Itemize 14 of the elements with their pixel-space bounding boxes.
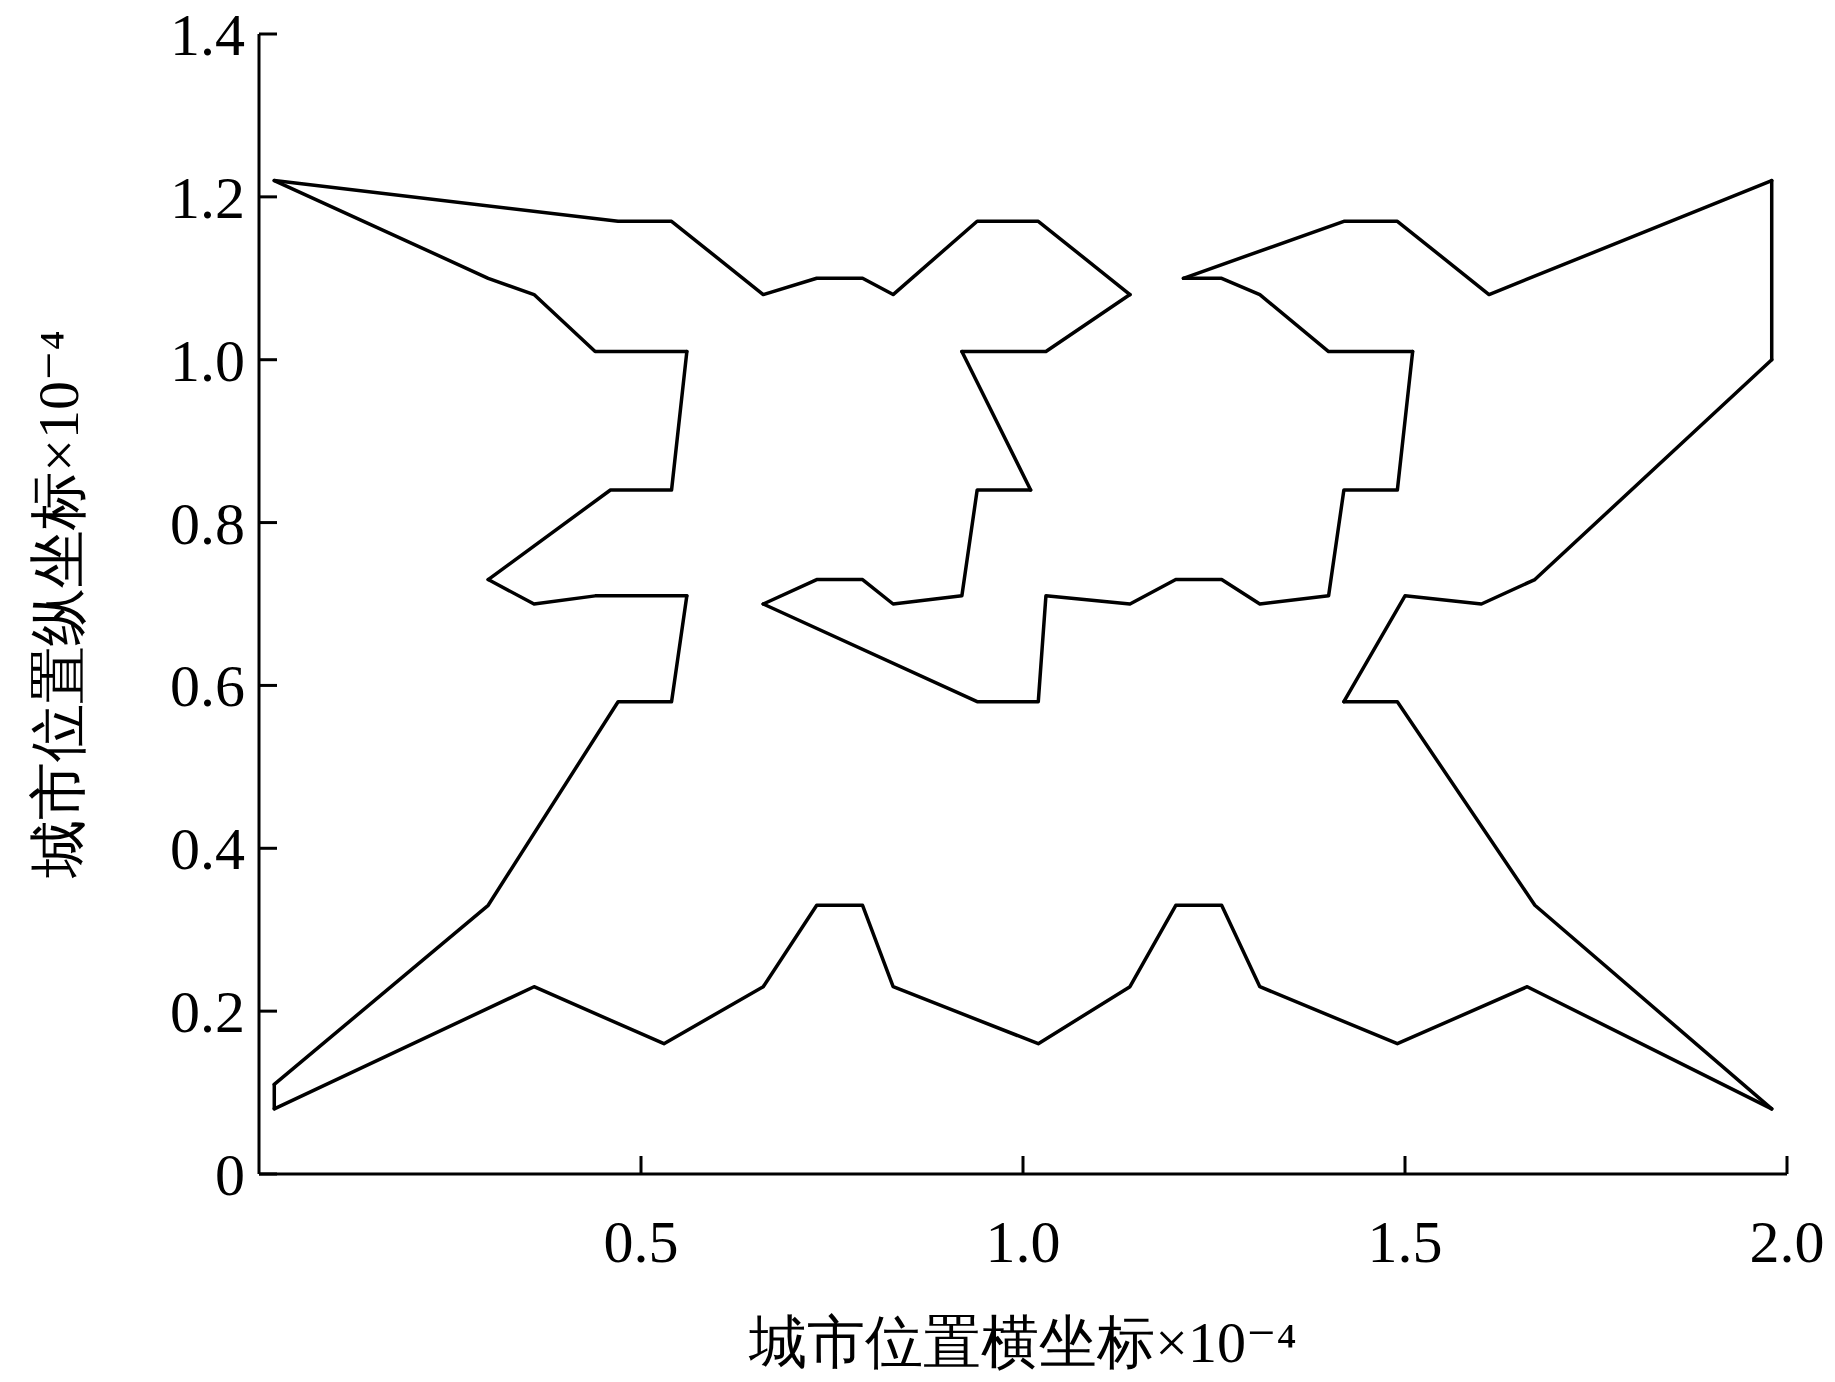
- y-tick-label: 1.0: [170, 327, 245, 394]
- y-tick-label: 0: [215, 1142, 245, 1208]
- y-tick-label: 0.2: [170, 979, 245, 1046]
- x-tick-label: 2.0: [1749, 1209, 1825, 1275]
- y-tick-label: 0.4: [170, 816, 245, 883]
- y-tick-label: 0.8: [170, 490, 245, 557]
- y-axis-title: 城市位置纵坐标×10⁻⁴: [26, 330, 91, 879]
- y-tick-label: 0.6: [170, 653, 245, 720]
- x-axis-title: 城市位置横坐标×10⁻⁴: [748, 1310, 1297, 1375]
- x-tick-label: 0.5: [603, 1209, 679, 1275]
- x-tick-label: 1.0: [985, 1209, 1061, 1275]
- x-tick-label: 1.5: [1367, 1209, 1443, 1275]
- y-tick-label: 1.2: [170, 164, 245, 231]
- y-tick-label: 1.4: [170, 2, 245, 68]
